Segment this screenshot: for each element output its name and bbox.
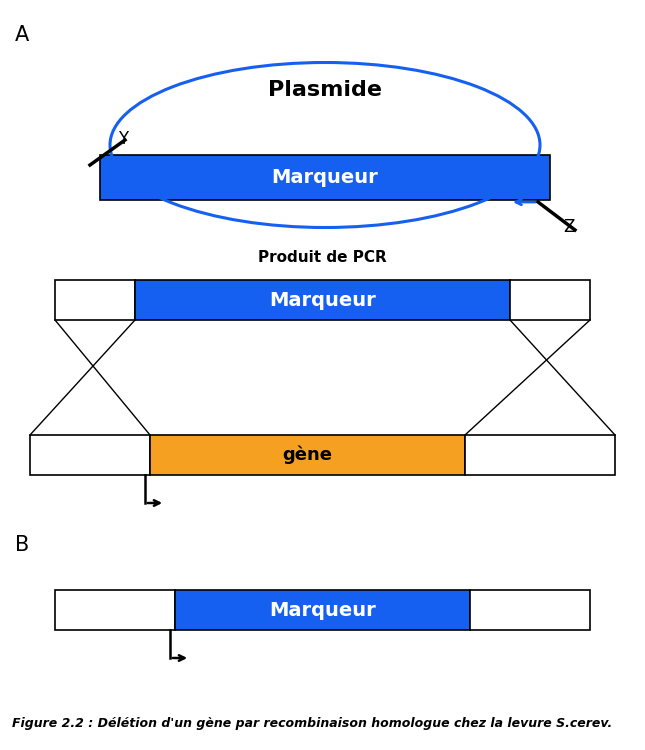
Bar <box>510 280 590 320</box>
Text: Figure 2.2 : Délétion d'un gène par recombinaison homologue chez la levure S.cer: Figure 2.2 : Délétion d'un gène par reco… <box>12 717 612 730</box>
Bar <box>150 435 465 475</box>
Text: Z: Z <box>563 218 575 236</box>
Text: Y: Y <box>118 130 128 148</box>
Bar <box>135 280 510 320</box>
Text: Marqueur: Marqueur <box>269 290 376 310</box>
Bar <box>175 590 470 630</box>
Bar <box>100 155 550 200</box>
Text: Marqueur: Marqueur <box>272 168 379 187</box>
Bar <box>55 590 175 630</box>
Text: Plasmide: Plasmide <box>268 80 382 100</box>
Bar <box>55 280 135 320</box>
Text: Marqueur: Marqueur <box>269 601 376 619</box>
Text: Produit de PCR: Produit de PCR <box>257 250 386 265</box>
Text: gène: gène <box>283 446 333 464</box>
Bar <box>30 435 150 475</box>
Text: A: A <box>15 25 29 45</box>
Bar <box>470 590 590 630</box>
Bar <box>465 435 615 475</box>
Text: B: B <box>15 535 29 555</box>
